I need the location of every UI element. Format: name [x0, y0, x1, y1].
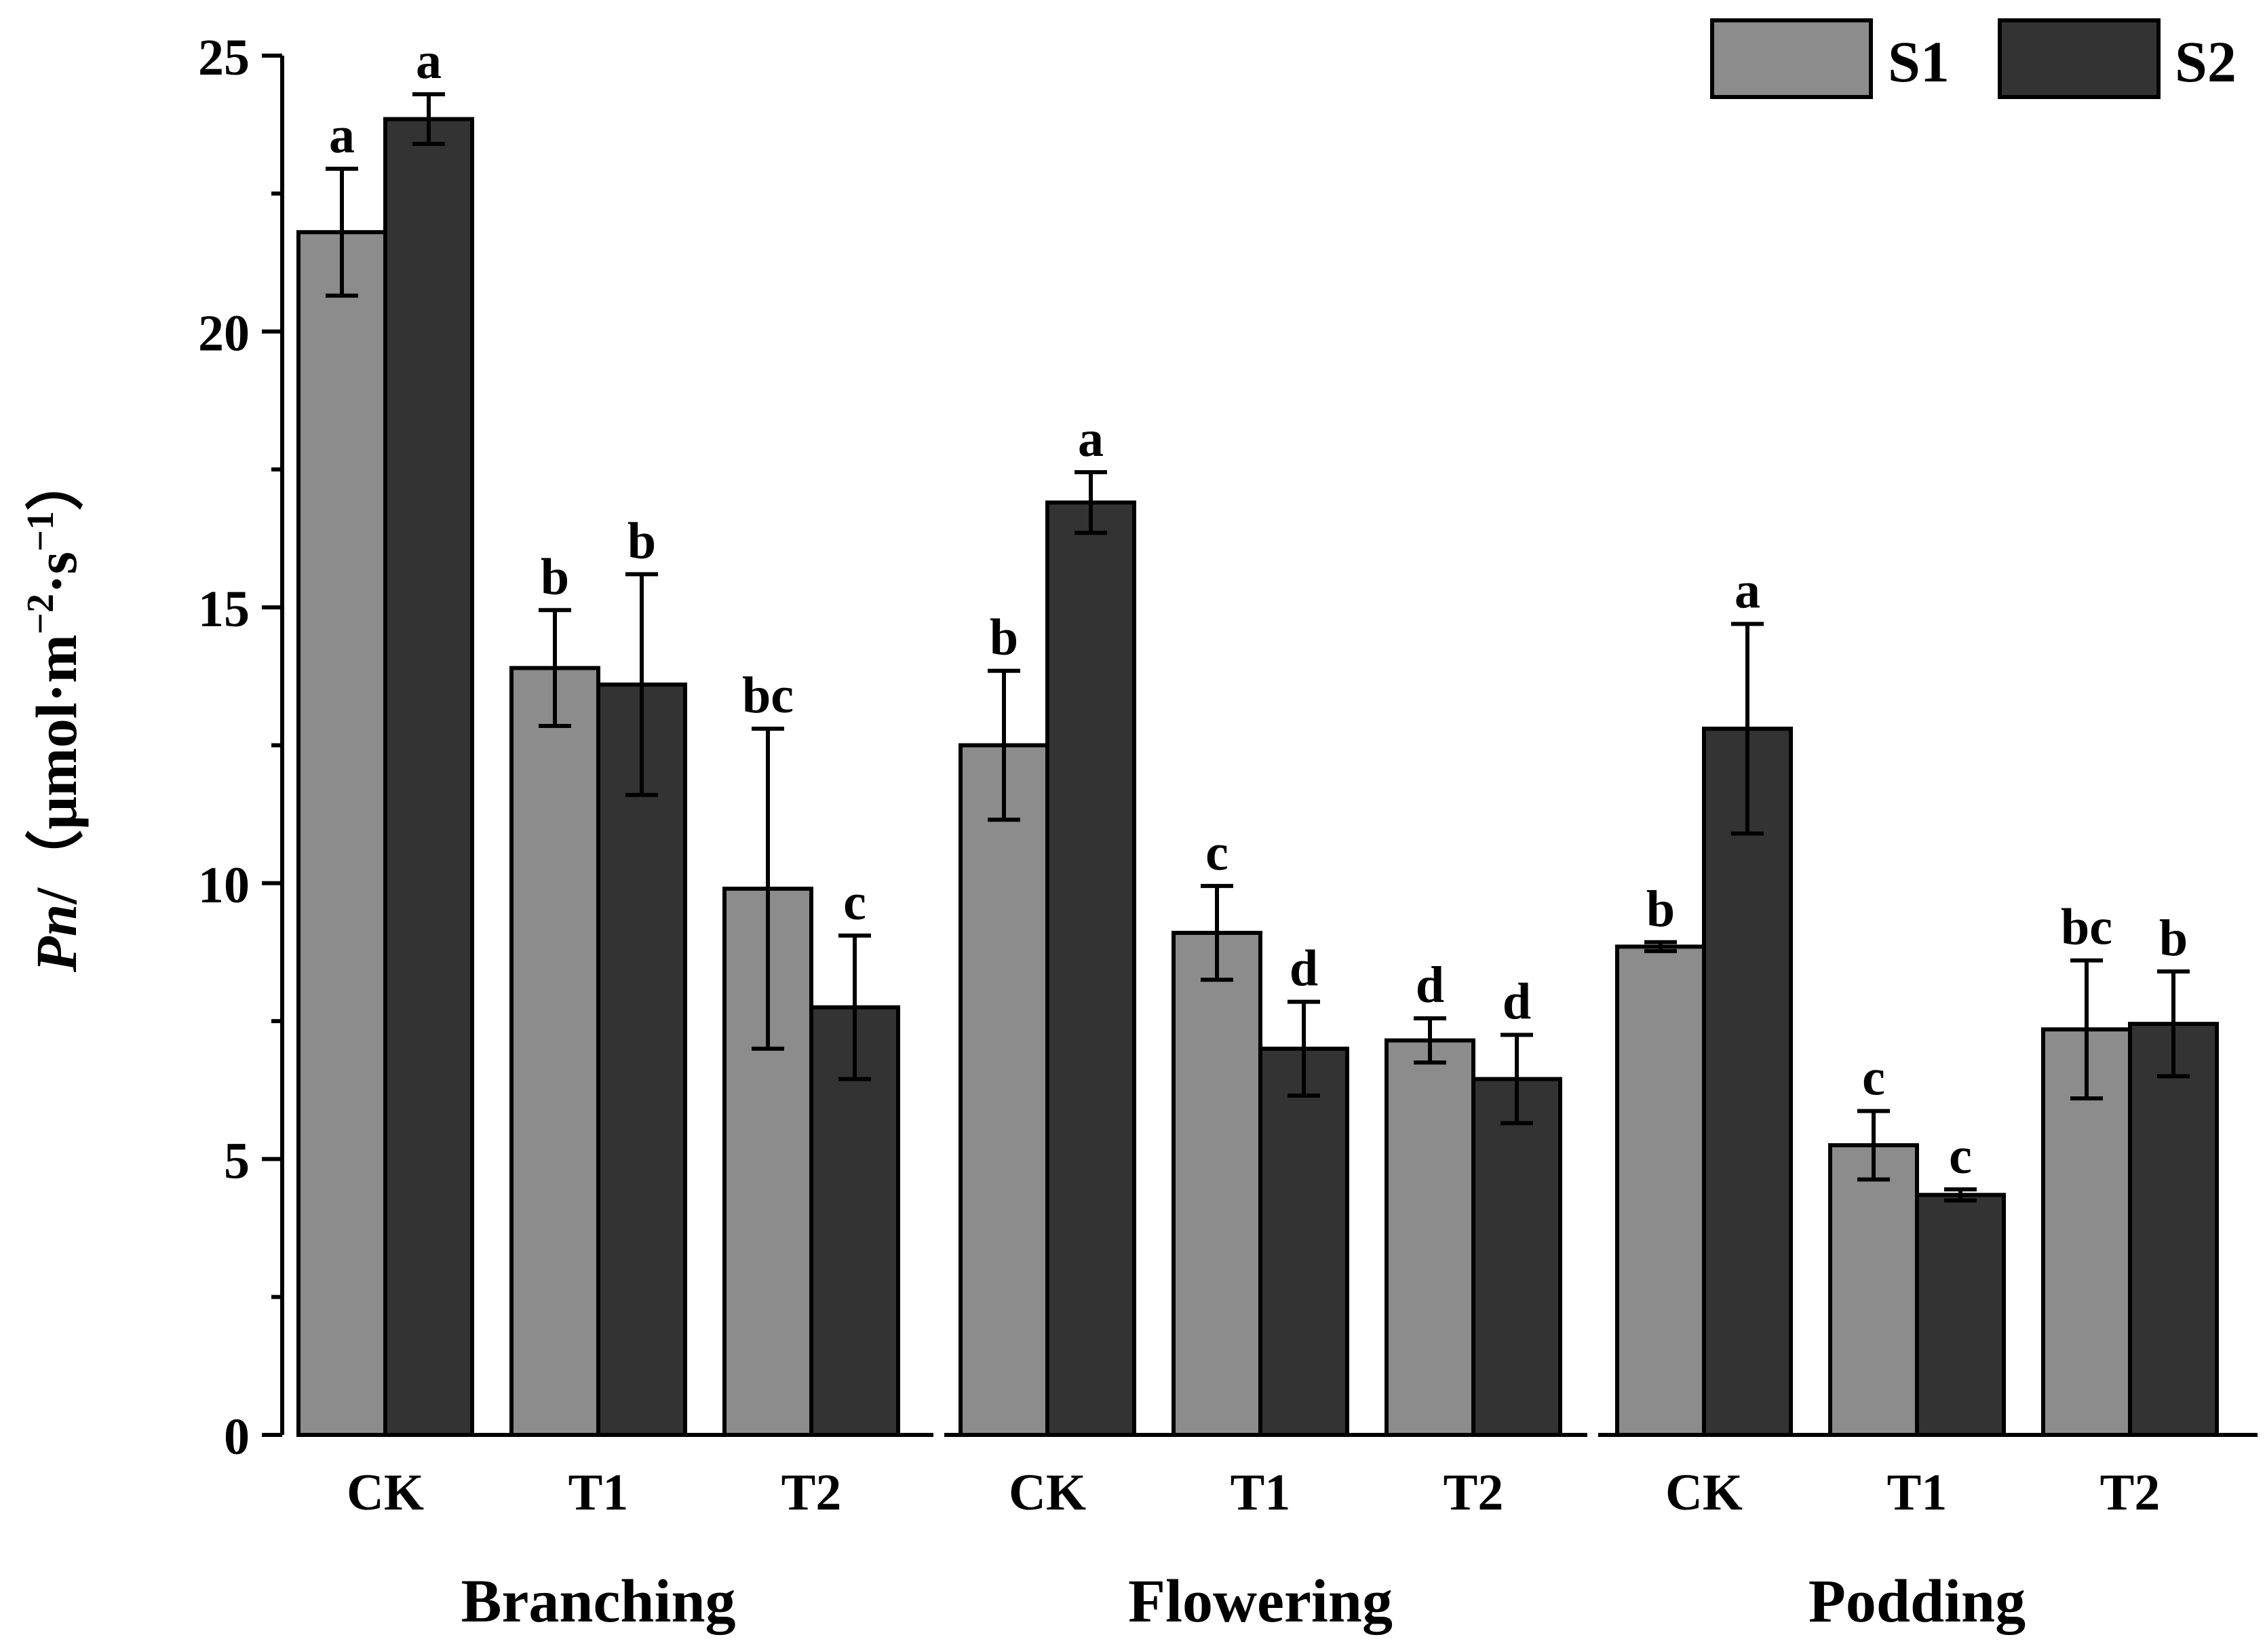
significance-letter: b — [1646, 881, 1675, 938]
y-axis-title-close: ） — [24, 453, 89, 511]
bar-s1 — [296, 230, 387, 1437]
y-tick-label: 25 — [198, 29, 250, 86]
bar-s1 — [1615, 944, 1706, 1437]
significance-letter: bc — [2061, 899, 2112, 956]
y-tick-label: 10 — [198, 857, 250, 914]
bar-s2 — [383, 117, 474, 1438]
bar-s2 — [1045, 500, 1136, 1437]
y-axis-title-unit: /（μmol·m — [24, 634, 89, 905]
y-tick-label: 15 — [198, 581, 250, 638]
x-tick-label: T1 — [1887, 1464, 1948, 1521]
legend-label-s2: S2 — [2175, 29, 2237, 94]
bar-s2 — [1471, 1077, 1562, 1437]
bar-s1 — [509, 666, 600, 1437]
x-tick-label: T2 — [2100, 1464, 2161, 1521]
x-tick-label: T1 — [1231, 1464, 1291, 1521]
y-axis-title-italic: Pn — [24, 904, 89, 973]
labels: 0510152025aaCKbbT1bccT2BranchingbaCKcdT1… — [198, 29, 2188, 1635]
significance-letter: c — [843, 874, 866, 931]
significance-letter: a — [416, 33, 442, 90]
significance-letter: b — [627, 512, 656, 569]
y-axis-title-sup2: −1 — [20, 511, 62, 552]
x-tick-label: CK — [1665, 1464, 1743, 1521]
bar-s2 — [1915, 1193, 2006, 1438]
significance-letter: c — [1862, 1050, 1885, 1107]
x-tick-label: T1 — [568, 1464, 629, 1521]
bar-s2 — [596, 683, 687, 1437]
bar-s1 — [1828, 1143, 1919, 1437]
bar-s2 — [2128, 1022, 2219, 1437]
significance-letter: a — [1078, 410, 1104, 467]
bar-s1 — [1385, 1038, 1475, 1437]
bar-s1 — [959, 743, 1049, 1437]
bar-s2 — [1702, 727, 1793, 1437]
legend-swatch-s1 — [1710, 18, 1873, 99]
significance-letter: b — [990, 609, 1018, 666]
x-tick-label: CK — [1009, 1464, 1086, 1521]
y-axis-title-sup1: −2 — [20, 594, 62, 634]
bars — [296, 92, 2219, 1438]
group-label: Branching — [461, 1568, 735, 1635]
y-tick-label: 5 — [224, 1132, 250, 1189]
significance-letter: b — [541, 548, 569, 605]
x-tick-label: T2 — [1444, 1464, 1504, 1521]
y-tick-label: 20 — [198, 305, 250, 362]
significance-letter: d — [1290, 940, 1318, 997]
y-tick-label: 0 — [224, 1408, 250, 1465]
y-axis-title: Pn/（μmol·m−2·s−1） — [20, 453, 89, 973]
significance-letter: bc — [742, 667, 794, 724]
significance-letter: a — [329, 107, 355, 164]
significance-letter: d — [1416, 957, 1444, 1014]
y-axis-title-mid: ·s — [24, 552, 89, 594]
significance-letter: d — [1503, 973, 1531, 1030]
significance-letter: c — [1949, 1128, 1972, 1185]
group-label: Podding — [1808, 1568, 2026, 1635]
group-label: Flowering — [1128, 1568, 1393, 1635]
legend-swatch-s2 — [1998, 18, 2161, 99]
significance-letter: c — [1205, 824, 1228, 881]
x-tick-label: CK — [347, 1464, 424, 1521]
x-tick-label: T2 — [781, 1464, 842, 1521]
legend-label-s1: S1 — [1888, 29, 1950, 94]
significance-letter: a — [1735, 562, 1760, 619]
bar-s2 — [1258, 1046, 1349, 1437]
legend: S1 S2 — [1710, 18, 2237, 99]
bar-s1 — [1172, 930, 1262, 1438]
significance-letter: b — [2159, 910, 2188, 967]
